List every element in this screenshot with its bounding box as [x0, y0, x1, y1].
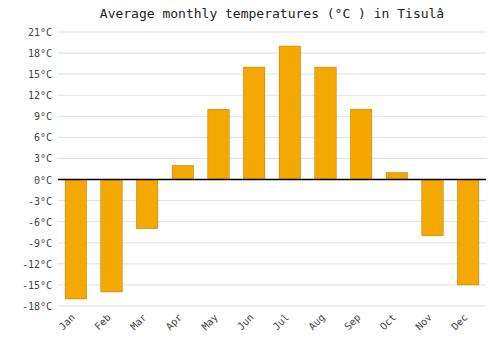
grid-line: [58, 32, 486, 33]
y-tick-label: 12°C: [28, 90, 52, 101]
bar: [315, 67, 336, 179]
bar: [386, 173, 407, 180]
y-tick-label: -15°C: [22, 280, 52, 291]
y-tick-label: -3°C: [28, 196, 52, 207]
x-tick-label: Dec: [449, 312, 470, 333]
grid: [58, 32, 486, 306]
bar: [457, 180, 478, 285]
grid-line: [58, 306, 486, 307]
x-tick-label: Jul: [271, 312, 292, 333]
x-tick-label: May: [199, 312, 220, 333]
x-tick-label: Nov: [413, 312, 434, 333]
grid-line: [58, 95, 486, 96]
bar: [208, 109, 229, 179]
bar: [422, 180, 443, 236]
y-tick-label: 6°C: [34, 132, 52, 143]
bar: [136, 180, 157, 229]
title: Average monthly temperatures (°C ) in Ti…: [100, 6, 444, 21]
x-tick-label: Jun: [235, 312, 256, 333]
grid-line: [58, 179, 486, 180]
y-tick-label: 9°C: [34, 111, 52, 122]
x-tick-label: Jan: [57, 312, 78, 333]
grid-line: [58, 137, 486, 138]
x-tick-label: Aug: [306, 312, 327, 333]
y-tick-label: 0°C: [34, 175, 52, 186]
x-tick-label: Apr: [164, 312, 185, 333]
x-tick-label: Oct: [378, 312, 399, 333]
y-tick-label: 15°C: [28, 69, 52, 80]
y-tick-label: 18°C: [28, 48, 52, 59]
grid-line: [58, 53, 486, 54]
bar: [243, 67, 264, 179]
y-tick-label: 21°C: [28, 27, 52, 38]
zero-line: [58, 179, 486, 181]
chart: Average monthly temperatures (°C ) in Ti…: [0, 0, 500, 350]
y-tick-label: -9°C: [28, 238, 52, 249]
y-tick-label: -12°C: [22, 259, 52, 270]
bar: [172, 165, 193, 179]
bars: [65, 46, 479, 299]
grid-line: [58, 158, 486, 159]
x-tick-label: Sep: [342, 312, 363, 333]
x-tick-label: Mar: [128, 312, 149, 333]
y-tick-label: -18°C: [22, 301, 52, 312]
bar: [279, 46, 300, 179]
x-tick-label: Feb: [92, 312, 113, 333]
bar: [65, 180, 86, 299]
y-tick-label: -6°C: [28, 217, 52, 228]
grid-line: [58, 116, 486, 117]
grid-line: [58, 74, 486, 75]
bar: [101, 180, 122, 292]
bar: [350, 109, 371, 179]
y-tick-label: 3°C: [34, 153, 52, 164]
